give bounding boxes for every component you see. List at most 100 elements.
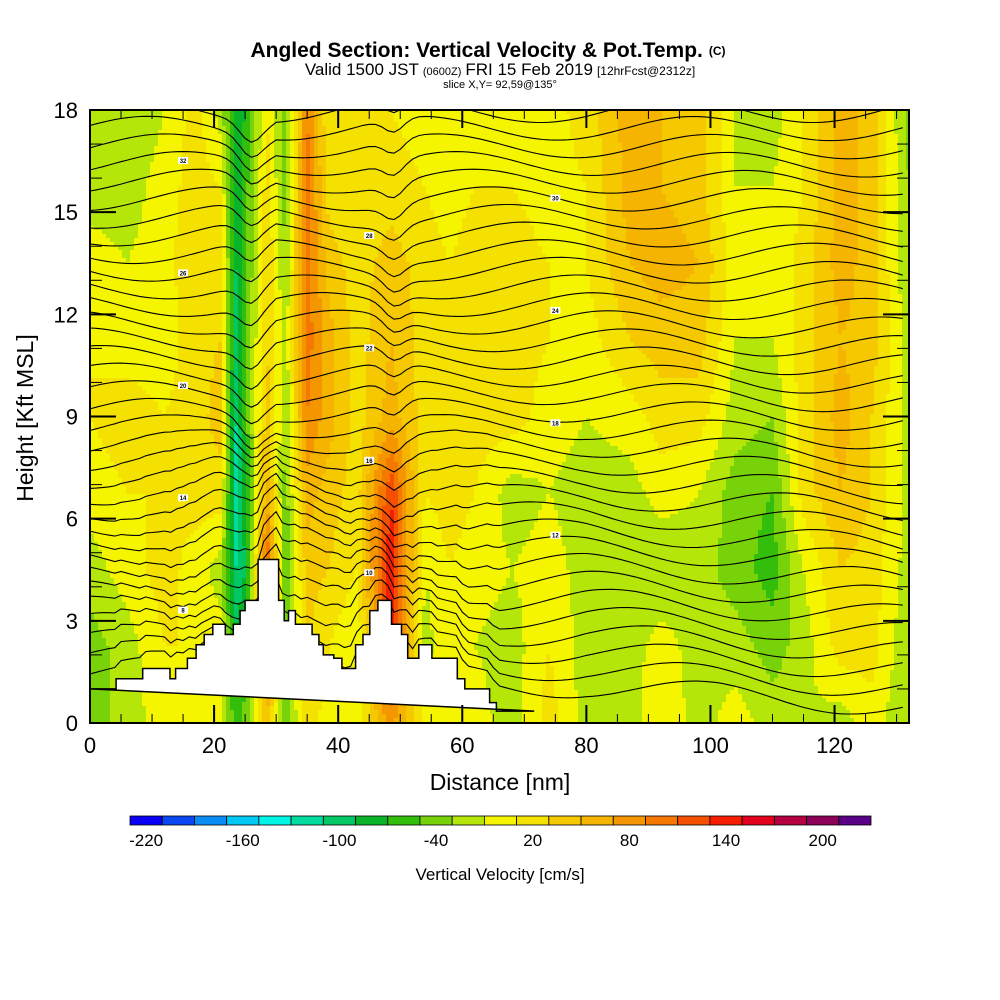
field-cell xyxy=(170,154,175,159)
field-cell xyxy=(90,458,95,463)
field-cell xyxy=(154,182,159,187)
field-cell xyxy=(174,574,179,579)
field-cell xyxy=(182,458,187,463)
field-cell xyxy=(174,478,179,483)
field-cell xyxy=(166,398,171,403)
field-cell xyxy=(118,286,123,291)
field-cell xyxy=(178,214,183,219)
field-cell xyxy=(194,330,199,335)
field-cell xyxy=(214,378,219,383)
field-cell xyxy=(114,206,119,211)
field-cell xyxy=(190,282,195,287)
field-cell xyxy=(182,214,187,219)
field-cell xyxy=(198,178,203,183)
field-cell xyxy=(186,134,191,139)
field-cell xyxy=(126,518,131,523)
field-cell xyxy=(130,642,135,647)
field-cell xyxy=(98,690,103,695)
field-cell xyxy=(114,506,119,511)
field-cell xyxy=(166,546,171,551)
field-cell xyxy=(150,158,155,163)
field-cell xyxy=(154,302,159,307)
field-cell xyxy=(122,650,127,655)
field-cell xyxy=(142,346,147,351)
field-cell xyxy=(130,114,135,119)
field-cell xyxy=(174,286,179,291)
field-cell xyxy=(114,598,119,603)
field-cell xyxy=(142,394,147,399)
field-cell xyxy=(174,374,179,379)
field-cell xyxy=(170,306,175,311)
field-cell xyxy=(134,522,139,527)
field-cell xyxy=(210,362,215,367)
field-cell xyxy=(166,318,171,323)
field-cell xyxy=(126,670,131,675)
field-cell xyxy=(134,474,139,479)
field-cell xyxy=(90,538,95,543)
field-cell xyxy=(130,206,135,211)
field-cell xyxy=(174,550,179,555)
field-cell xyxy=(118,202,123,207)
field-cell xyxy=(206,518,211,523)
field-cell xyxy=(170,402,175,407)
field-cell xyxy=(90,654,95,659)
field-cell xyxy=(162,226,167,231)
field-cell xyxy=(114,462,119,467)
field-cell xyxy=(154,346,159,351)
field-cell xyxy=(178,482,183,487)
field-cell xyxy=(210,118,215,123)
field-cell xyxy=(170,602,175,607)
field-cell xyxy=(158,442,163,447)
field-cell xyxy=(186,238,191,243)
field-cell xyxy=(182,246,187,251)
field-cell xyxy=(214,358,219,363)
field-cell xyxy=(194,638,199,643)
field-cell xyxy=(142,502,147,507)
field-cell xyxy=(178,142,183,147)
field-cell xyxy=(170,258,175,263)
field-cell xyxy=(126,274,131,279)
field-cell xyxy=(182,282,187,287)
field-cell xyxy=(214,718,219,723)
field-cell xyxy=(186,150,191,155)
field-cell xyxy=(202,298,207,303)
field-cell xyxy=(206,246,211,251)
field-cell xyxy=(190,562,195,567)
field-cell xyxy=(122,206,127,211)
field-cell xyxy=(122,542,127,547)
field-cell xyxy=(138,478,143,483)
field-cell xyxy=(94,506,99,511)
field-cell xyxy=(94,458,99,463)
field-cell xyxy=(198,582,203,587)
field-cell xyxy=(194,350,199,355)
field-cell xyxy=(118,434,123,439)
field-cell xyxy=(110,282,115,287)
field-cell xyxy=(182,238,187,243)
field-cell xyxy=(186,158,191,163)
field-cell xyxy=(98,218,103,223)
field-cell xyxy=(194,162,199,167)
field-cell xyxy=(166,650,171,655)
field-cell xyxy=(194,346,199,351)
field-cell xyxy=(102,178,107,183)
field-cell xyxy=(158,574,163,579)
field-cell xyxy=(210,162,215,167)
field-cell xyxy=(190,626,195,631)
field-cell xyxy=(118,254,123,259)
field-cell xyxy=(218,246,223,251)
field-cell xyxy=(118,442,123,447)
field-cell xyxy=(178,378,183,383)
field-cell xyxy=(138,310,143,315)
field-cell xyxy=(94,378,99,383)
field-cell xyxy=(186,430,191,435)
field-cell xyxy=(90,450,95,455)
field-cell xyxy=(174,718,179,723)
field-cell xyxy=(106,486,111,491)
field-cell xyxy=(150,514,155,519)
field-cell xyxy=(158,334,163,339)
field-cell xyxy=(90,166,95,171)
field-cell xyxy=(186,142,191,147)
field-cell xyxy=(194,438,199,443)
field-cell xyxy=(170,146,175,151)
field-cell xyxy=(174,170,179,175)
